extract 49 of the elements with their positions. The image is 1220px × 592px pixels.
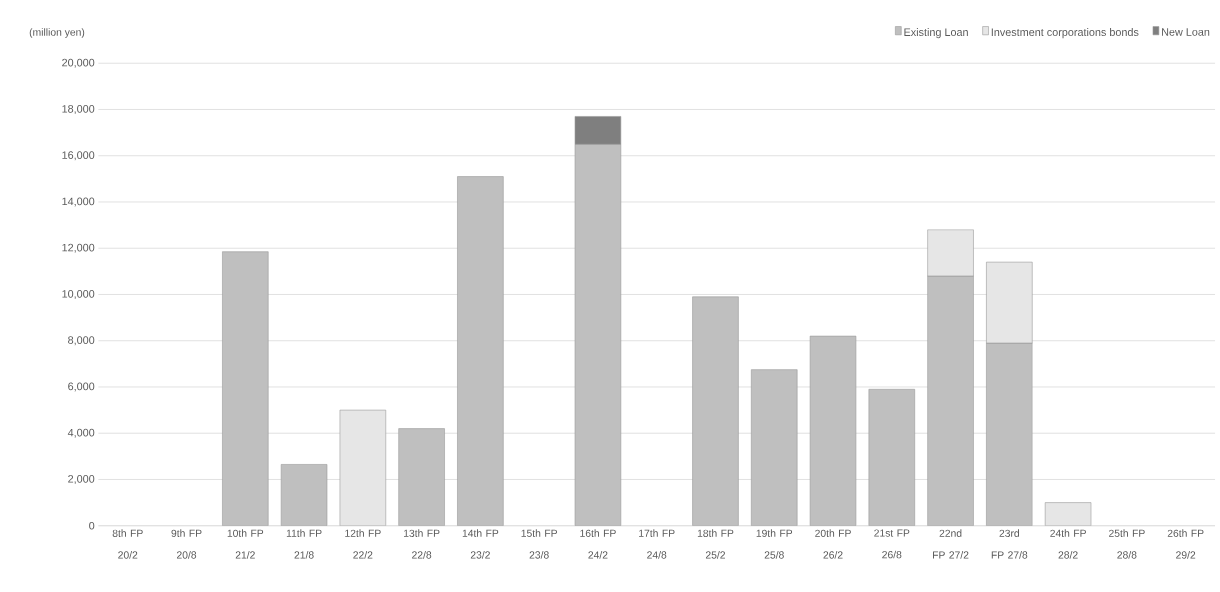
y-tick-label: 20,000	[62, 58, 95, 68]
y-tick-label: 12,000	[62, 243, 95, 253]
bar	[868, 389, 916, 526]
category-label: 25th FP 28/8	[1109, 529, 1145, 559]
category-label: 16th FP 24/2	[580, 529, 616, 559]
bar	[927, 275, 974, 526]
category-label: 15th FP 23/8	[521, 529, 557, 559]
category-label: 21st FP 26/8	[874, 529, 910, 559]
bar	[809, 335, 857, 526]
bar	[398, 428, 445, 526]
y-tick-label: 10,000	[62, 290, 95, 299]
bar	[574, 143, 622, 526]
bar	[986, 342, 1033, 526]
bar	[280, 464, 328, 526]
y-tick-label: 8,000	[68, 336, 95, 346]
category-label: 13th FP 22/8	[404, 529, 440, 559]
bar	[986, 261, 1033, 344]
y-tick-label: 2,000	[68, 475, 95, 484]
category-label: 11th FP 21/8	[286, 529, 322, 559]
y-tick-label: 4,000	[67, 428, 95, 438]
y-tick-label: 14,000	[62, 197, 95, 207]
category-label: 14th FP 23/2	[462, 529, 499, 559]
category-label: 20th FP 26/2	[815, 529, 851, 559]
category-label: 24th FP 28/2	[1050, 529, 1086, 559]
legend-label: Investment corporations bonds	[991, 28, 1139, 39]
category-label: 23rd FP 27/8	[991, 529, 1028, 559]
y-tick-label: 16,000	[62, 151, 95, 161]
legend-label: Existing Loan	[904, 28, 968, 39]
category-label: 26th FP 29/2	[1167, 529, 1204, 559]
y-tick-label: 6,000	[68, 382, 95, 392]
legend-label: New Loan	[1162, 28, 1210, 36]
y-tick-label: 0	[89, 521, 95, 530]
category-label: 22nd FP 27/2	[933, 529, 969, 559]
category-label: 17th FP 24/8	[639, 529, 675, 559]
bar	[692, 296, 739, 526]
category-label: 12th FP 22/2	[345, 529, 381, 559]
category-label: 19th FP 25/8	[756, 529, 793, 559]
bar	[222, 251, 269, 526]
category-label: 10th FP 21/2	[227, 529, 264, 559]
bar	[339, 409, 387, 526]
category-label: 9th FP 20/8	[171, 529, 202, 559]
bar	[457, 176, 504, 526]
bar	[751, 369, 798, 526]
category-label: 18th FP 25/2	[697, 529, 734, 559]
bar	[927, 229, 974, 277]
y-tick-label: 18,000	[62, 105, 95, 114]
y-axis-title: (million yen)	[29, 28, 85, 38]
bar	[1044, 502, 1092, 526]
category-label: 8th FP 20/2	[112, 529, 143, 559]
